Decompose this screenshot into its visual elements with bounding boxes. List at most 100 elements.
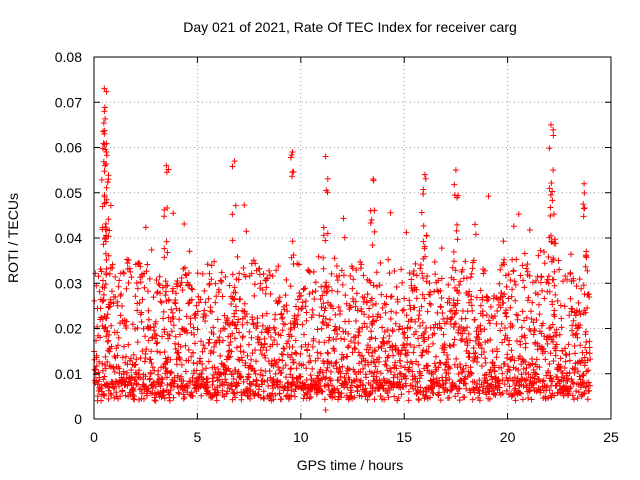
data-point bbox=[391, 268, 398, 275]
data-point bbox=[563, 370, 570, 377]
data-point bbox=[522, 369, 529, 376]
data-point bbox=[361, 311, 368, 318]
data-point bbox=[182, 342, 189, 349]
data-point bbox=[292, 349, 299, 356]
data-point bbox=[322, 153, 329, 160]
data-point bbox=[172, 333, 179, 340]
data-point bbox=[146, 376, 153, 383]
data-point bbox=[102, 324, 109, 331]
data-point bbox=[348, 382, 355, 389]
data-point bbox=[258, 329, 265, 336]
data-point bbox=[517, 390, 524, 397]
data-point bbox=[270, 385, 277, 392]
data-point bbox=[552, 240, 559, 247]
data-point bbox=[229, 330, 236, 337]
data-point bbox=[119, 303, 126, 310]
data-point bbox=[103, 333, 110, 340]
data-point bbox=[189, 286, 196, 293]
data-point bbox=[215, 389, 222, 396]
data-point bbox=[245, 371, 252, 378]
data-point bbox=[185, 357, 192, 364]
data-point bbox=[516, 353, 523, 360]
data-point bbox=[354, 307, 361, 314]
data-point bbox=[580, 282, 587, 289]
data-point bbox=[105, 176, 112, 183]
data-point bbox=[466, 288, 473, 295]
data-point bbox=[418, 372, 425, 379]
data-point bbox=[556, 364, 563, 371]
x-tick-label: 10 bbox=[293, 429, 309, 445]
data-point bbox=[166, 391, 173, 398]
data-point bbox=[324, 175, 331, 182]
data-point bbox=[109, 261, 116, 268]
data-point bbox=[194, 308, 201, 315]
data-point bbox=[328, 368, 335, 375]
data-point bbox=[261, 378, 268, 385]
data-point bbox=[208, 308, 215, 315]
data-point bbox=[144, 261, 151, 268]
data-point bbox=[290, 359, 297, 366]
data-point bbox=[115, 342, 122, 349]
data-point bbox=[320, 320, 327, 327]
data-point bbox=[115, 334, 122, 341]
data-point bbox=[552, 291, 559, 298]
data-point bbox=[186, 282, 193, 289]
data-point bbox=[370, 282, 377, 289]
data-point bbox=[303, 389, 310, 396]
data-point bbox=[352, 318, 359, 325]
data-point bbox=[99, 145, 106, 152]
data-point bbox=[247, 395, 254, 402]
data-point bbox=[519, 308, 526, 315]
data-point bbox=[532, 370, 539, 377]
data-point bbox=[442, 380, 449, 387]
data-point bbox=[107, 299, 114, 306]
data-point bbox=[170, 210, 177, 217]
data-point bbox=[394, 298, 401, 305]
data-point bbox=[432, 353, 439, 360]
data-point bbox=[570, 396, 577, 403]
data-point bbox=[281, 306, 288, 313]
data-point bbox=[165, 297, 172, 304]
data-point bbox=[155, 280, 162, 287]
data-point bbox=[326, 316, 333, 323]
data-point bbox=[573, 283, 580, 290]
data-point bbox=[300, 361, 307, 368]
data-point bbox=[150, 382, 157, 389]
data-point bbox=[170, 394, 177, 401]
data-point bbox=[123, 318, 130, 325]
data-point bbox=[284, 387, 291, 394]
data-point bbox=[131, 362, 138, 369]
data-point bbox=[309, 289, 316, 296]
data-point bbox=[260, 394, 267, 401]
data-point bbox=[571, 369, 578, 376]
data-point bbox=[188, 296, 195, 303]
data-point bbox=[165, 335, 172, 342]
data-point bbox=[508, 293, 515, 300]
data-point bbox=[233, 344, 240, 351]
data-point bbox=[477, 302, 484, 309]
data-point bbox=[565, 341, 572, 348]
data-point bbox=[295, 312, 302, 319]
data-point bbox=[361, 320, 368, 327]
data-point bbox=[349, 285, 356, 292]
data-point bbox=[193, 367, 200, 374]
data-point bbox=[371, 369, 378, 376]
data-point bbox=[379, 324, 386, 331]
data-point bbox=[557, 302, 564, 309]
data-point bbox=[284, 308, 291, 315]
data-point bbox=[332, 311, 339, 318]
data-point bbox=[520, 365, 527, 372]
data-point bbox=[368, 216, 375, 223]
data-point bbox=[139, 347, 146, 354]
data-point bbox=[482, 355, 489, 362]
data-point bbox=[425, 362, 432, 369]
data-point bbox=[432, 271, 439, 278]
data-point bbox=[209, 375, 216, 382]
data-point bbox=[371, 359, 378, 366]
data-point bbox=[353, 290, 360, 297]
data-point bbox=[423, 363, 430, 370]
data-point bbox=[533, 379, 540, 386]
data-point bbox=[345, 343, 352, 350]
data-point bbox=[228, 380, 235, 387]
data-point bbox=[548, 258, 555, 265]
